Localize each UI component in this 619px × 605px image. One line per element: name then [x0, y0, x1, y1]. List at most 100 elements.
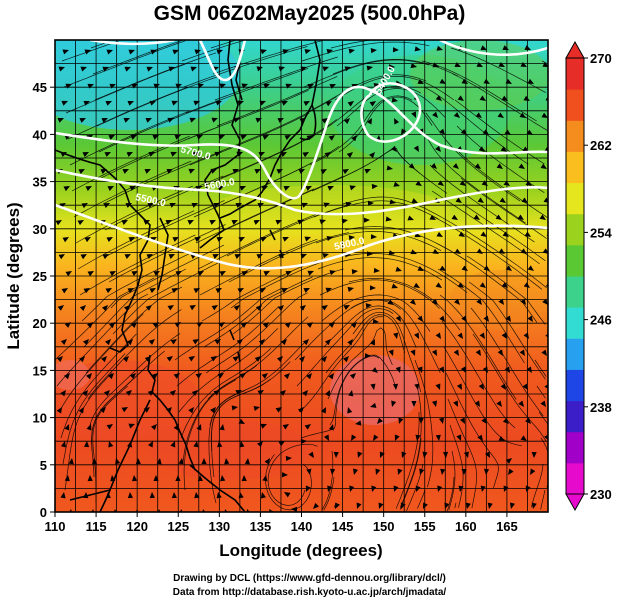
- wind-arrow: [461, 78, 468, 84]
- wind-arrow: [172, 237, 179, 242]
- wind-arrow: [453, 400, 458, 407]
- wind-arrow: [540, 163, 547, 169]
- wind-arrow: [417, 315, 423, 322]
- wind-arrow: [343, 305, 350, 311]
- wind-arrow: [128, 423, 135, 429]
- wind-arrow: [107, 373, 114, 380]
- streamline: [203, 276, 313, 348]
- wind-arrow: [356, 502, 362, 509]
- wind-arrow: [487, 502, 493, 509]
- streamline: [189, 112, 310, 166]
- streamline: [322, 450, 334, 510]
- wind-arrow: [481, 417, 487, 424]
- wind-arrow: [80, 254, 87, 260]
- streamline: [342, 196, 465, 232]
- wind-arrow: [79, 305, 86, 312]
- wind-arrow: [55, 220, 62, 226]
- wind-arrow: [149, 288, 156, 294]
- wind-arrow: [58, 66, 65, 72]
- wind-arrow: [479, 332, 485, 339]
- streamline: [83, 268, 187, 348]
- wind-arrow: [253, 220, 260, 225]
- wind-arrow: [122, 356, 129, 363]
- streamline: [110, 244, 225, 309]
- wind-arrow: [178, 458, 184, 465]
- wind-arrows: [55, 45, 557, 512]
- wind-arrow: [473, 214, 480, 220]
- wind-arrow: [85, 186, 92, 192]
- wind-arrow: [549, 130, 557, 138]
- wind-arrow: [372, 318, 379, 325]
- wind-arrow: [210, 407, 216, 414]
- wind-arrow: [387, 299, 394, 305]
- streamline: [315, 231, 442, 252]
- wind-arrow: [476, 298, 482, 305]
- wind-arrow: [344, 66, 351, 72]
- wind-arrow: [241, 475, 247, 482]
- wind-arrow: [279, 390, 286, 396]
- wind-arrow: [284, 135, 291, 141]
- wind-arrow: [370, 48, 377, 54]
- streamline: [201, 260, 317, 322]
- y-axis-label: Latitude (degrees): [4, 202, 23, 349]
- streamline: [208, 390, 246, 504]
- wind-arrow: [329, 84, 336, 89]
- streamline: [303, 59, 429, 88]
- streamline: [399, 437, 422, 510]
- wind-arrow: [127, 100, 134, 106]
- colorbar-segment: [566, 58, 584, 90]
- wind-arrow: [101, 305, 108, 312]
- wind-arrow: [335, 502, 340, 509]
- wind-arrow: [328, 424, 334, 431]
- wind-arrow: [224, 458, 230, 465]
- streamline: [468, 281, 546, 380]
- wind-arrow: [393, 181, 400, 187]
- y-tick-label: 30: [33, 222, 47, 237]
- wind-arrow: [84, 49, 91, 55]
- streamline: [182, 365, 258, 465]
- wind-arrow: [342, 356, 349, 363]
- wind-arrow: [545, 95, 548, 101]
- wind-arrow: [83, 288, 90, 294]
- wind-arrow: [497, 112, 504, 118]
- wind-arrow: [282, 424, 289, 430]
- streamline: [176, 305, 280, 387]
- wind-arrow: [496, 400, 502, 407]
- x-tick-label: 115: [86, 519, 107, 534]
- wind-arrow: [322, 66, 329, 72]
- wind-arrow: [365, 303, 372, 309]
- wind-arrow: [333, 451, 339, 458]
- wind-arrow: [256, 254, 263, 259]
- wind-arrow: [321, 118, 328, 124]
- wind-arrow: [99, 407, 106, 414]
- colorbar-frame: [565, 57, 585, 495]
- wind-arrow: [347, 286, 354, 292]
- colorbar-tick-label: 246: [590, 313, 612, 328]
- wind-arrow: [375, 468, 381, 475]
- streamline: [332, 58, 459, 77]
- wind-arrow: [389, 199, 396, 205]
- x-tick-label: 130: [208, 519, 230, 534]
- streamline: [226, 205, 347, 257]
- colorbar-tick-label: 262: [590, 138, 612, 153]
- wind-arrow: [500, 146, 507, 152]
- wind-arrow: [391, 283, 398, 289]
- wind-arrow: [213, 390, 220, 396]
- wind-arrow: [495, 214, 502, 220]
- wind-arrow: [407, 215, 414, 221]
- wind-arrow: [123, 118, 130, 123]
- streamline: [329, 354, 396, 426]
- streamline: [183, 46, 308, 88]
- wind-arrow: [285, 455, 292, 462]
- wind-arrow: [413, 282, 420, 288]
- wind-arrow: [453, 112, 460, 118]
- wind-arrow: [394, 118, 400, 125]
- wind-arrow: [121, 407, 128, 413]
- streamline: [210, 40, 235, 49]
- wind-arrow: [241, 271, 248, 277]
- wind-arrow: [369, 101, 376, 107]
- wind-arrow: [397, 468, 403, 475]
- wind-arrow: [129, 186, 136, 191]
- streamline: [85, 286, 183, 374]
- wind-arrow: [82, 390, 88, 397]
